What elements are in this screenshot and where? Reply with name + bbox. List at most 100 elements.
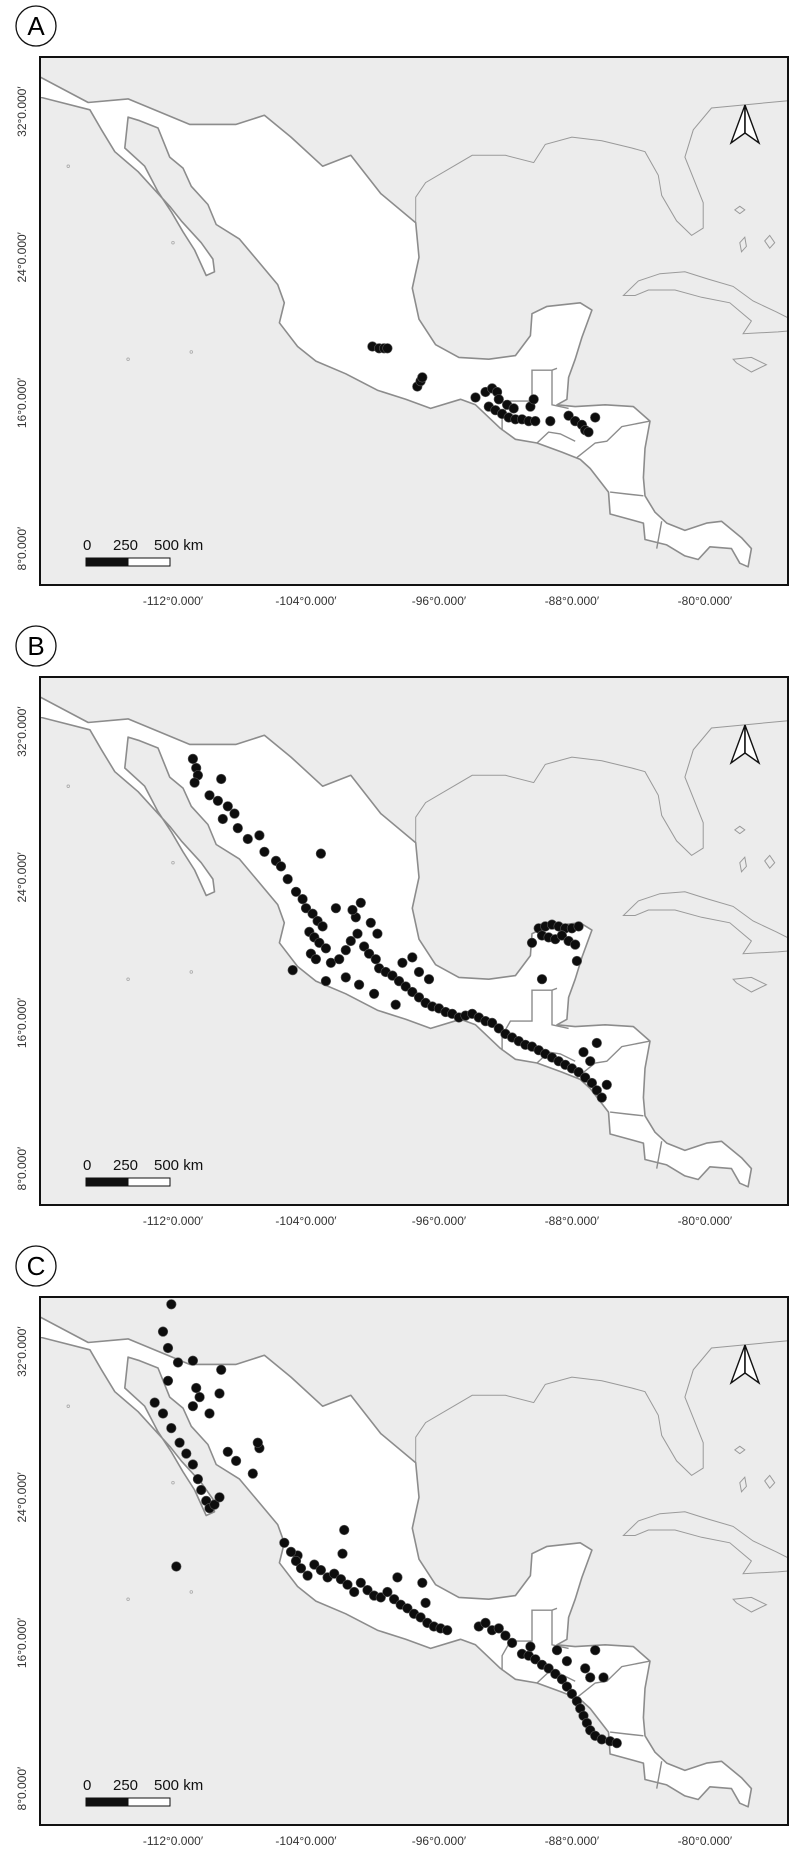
lon-tick-label: -112°0.000′ [143,1214,204,1228]
lat-tick-label: 16°0.000′ [15,1617,29,1668]
cuba [622,1511,788,1575]
scale-label-500km: 500 km [154,1157,203,1174]
scale-bar: 0 250 500 km [83,1777,203,1807]
scale-label-0: 0 [83,537,91,554]
lat-tick-label: 24°0.000′ [15,851,29,902]
island [764,854,776,870]
map-panel-a: A 0 250 500 km 32°0.000′ 24°0.000′ 16°0.000′ 8°… [0,0,800,612]
lon-tick-label: -112°0.000′ [143,594,204,608]
occurrence-point [590,412,601,423]
islet [66,164,70,168]
occurrence-point [420,1597,431,1609]
lon-tick-label: -80°0.000′ [678,1214,733,1228]
scale-label-500km: 500 km [154,1777,203,1794]
island [764,1474,776,1490]
occurrence-point [329,1568,340,1579]
island [733,1445,746,1455]
occurrence-point [590,1645,601,1656]
occurrence-point [578,1047,589,1058]
country-border [610,1731,644,1737]
panel-label: C [15,1245,57,1287]
occurrence-point [247,1468,258,1479]
scale-bar: 0 250 500 km [83,1157,203,1187]
occurrence-point [310,954,322,965]
country-border [576,1040,651,1079]
occurrence-point [229,808,240,819]
study-region-land [40,76,753,568]
occurrence-point [369,988,380,999]
occurrence-point [189,777,200,788]
map-panel-b: B 0 250 500 km 32°0.000′ 24°0.000′ 16°0.000′ 8°… [0,620,800,1232]
islet [66,1404,70,1408]
panel-letter: B [27,631,44,661]
jamaica [732,976,768,993]
occurrence-point [580,1663,591,1674]
lon-tick-label: -80°0.000′ [678,594,733,608]
occurrence-point [372,928,383,939]
occurrence-point [204,790,215,801]
map-panel-c: C 0 250 500 km 32°0.000′ 24°0.000′ 16°0.000′ 8°… [0,1240,800,1852]
islet [126,357,130,361]
islet [189,1590,193,1594]
occurrence-point [337,1548,348,1559]
occurrence-point [601,1079,612,1090]
country-border [656,1761,663,1789]
occurrence-point [417,1577,428,1588]
occurrence-point [362,1585,373,1596]
map-area [40,1297,788,1825]
lon-tick-label: -96°0.000′ [412,594,467,608]
occurrence-point [352,928,363,939]
occurrence-point [181,1448,192,1459]
lat-tick-label: 8°0.000′ [15,526,29,571]
occurrence-point [166,1299,177,1310]
panel-label: A [15,5,57,47]
occurrence-point [493,1623,504,1634]
occurrence-point [172,1357,184,1368]
occurrence-point [157,1326,169,1337]
occurrence-point [209,1499,220,1510]
occurrence-point [192,1474,203,1485]
occurrence-point [222,1446,233,1457]
occurrence-point [196,1484,207,1496]
occurrence-point [314,937,325,948]
occurrence-point [389,1594,400,1605]
occurrence-point [586,1077,598,1089]
country-border [536,431,576,444]
map-svg: C 0 250 500 km 32°0.000′ 24°0.000′ 16°0.000′ 8°… [15,1245,789,1848]
occurrence-point [162,1342,174,1354]
occurrence-point [556,1674,568,1685]
occurrence-point [295,1563,307,1574]
islet [66,784,70,788]
country-border [656,1141,663,1169]
islet [189,350,193,354]
occurrence-point [204,1408,215,1419]
occurrence-point [508,403,519,414]
occurrence-point [335,1574,347,1585]
island [739,236,747,253]
occurrence-point [320,976,332,987]
occurrence-point [591,1085,602,1096]
occurrence-point [530,1654,541,1665]
occurrence-point [187,1401,198,1412]
occurrence-point [157,1408,169,1419]
north-arrow-icon [729,1344,761,1385]
island [733,205,746,215]
occurrence-point [347,904,358,916]
occurrence-point [387,970,398,981]
occurrence-point [187,753,198,764]
occurrence-point [252,1437,263,1448]
occurrence-point [355,897,366,908]
occurrence-point [300,903,312,914]
scale-bar: 0 250 500 km [83,537,203,567]
occurrence-point [583,427,594,438]
occurrence-point [339,1524,350,1536]
occurrence-point [302,1570,313,1581]
island [739,1476,747,1493]
occurrence-point [415,1612,426,1623]
lat-tick-label: 32°0.000′ [15,706,29,757]
occurrence-point [585,1056,596,1067]
panel-letter: A [27,11,45,41]
lat-tick-label: 32°0.000′ [15,1326,29,1377]
occurrence-point [216,773,227,785]
occurrence-point [297,894,308,905]
